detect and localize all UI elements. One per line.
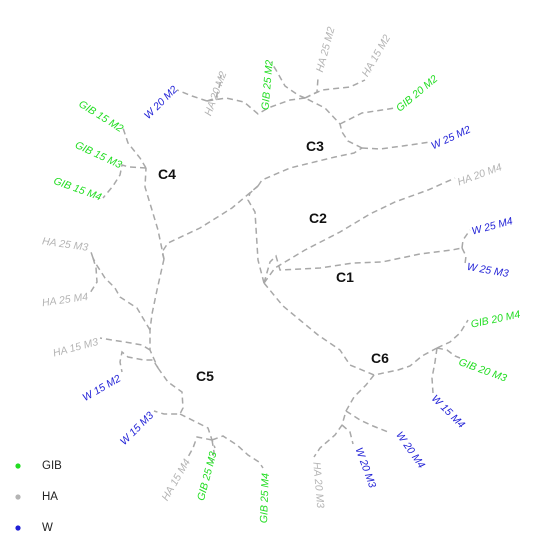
tree-branch-8 [304,77,319,99]
tree-branch-24 [211,435,264,469]
tree-branch-2 [257,147,363,187]
tip-labels: W 20 M2 HA 20 M2 GIB 25 M2 HA 25 M2 HA 15 M2… [41,26,521,524]
tree-branch-34 [431,347,438,394]
tree-branch-20 [99,337,151,351]
tree-branch-14 [122,127,147,169]
legend-label-w: W [42,522,53,534]
cluster-labels: C1 C2 C3 C4 C5 C6 [158,138,389,384]
tip-label-gib15m4: GIB 15 M4 [52,175,103,203]
tip-label-gib25m3: GIB 25 M3 [195,450,220,502]
tip-label-gib15m2: GIB 15 M2 [76,98,125,135]
tip-label-w20m4: W 20 M4 [393,429,427,470]
tip-label-ha20m4: HA 20 M4 [456,161,504,188]
tree-branch-25 [211,439,215,463]
tip-label-gib25m2: GIB 25 M2 [259,59,275,110]
tip-label-ha20m2: HA 20 M2 [202,70,229,118]
cluster-label-c4: C4 [158,166,176,182]
tree-branch-4 [206,97,306,115]
legend-marker-ha [15,494,21,500]
tree-branch-11 [361,141,431,150]
cluster-label-c5: C5 [196,368,214,384]
tip-label-gib20m3: GIB 20 M3 [457,356,508,384]
tip-label-ha25m4: HA 25 M4 [41,291,89,309]
tree-branch-17 [92,257,151,331]
tip-label-ha15m4: HA 15 M4 [159,457,193,503]
tree-branch-36 [345,410,389,433]
tree-branches [89,61,471,469]
tree-branch-16 [149,258,165,369]
tip-label-w20m3: W 20 M3 [353,446,379,490]
tree-branch-6 [206,74,222,102]
cluster-label-c1: C1 [336,269,354,285]
cluster-label-c2: C2 [309,210,327,226]
tree-branch-13 [144,167,165,260]
tree-branch-35 [313,374,375,458]
tip-label-ha25m3: HA 25 M3 [41,235,89,253]
legend-marker-gib [15,463,21,469]
tip-label-w15m3: W 15 M3 [118,409,156,447]
tip-label-w25m3: W 25 M3 [466,261,510,280]
tree-branch-22 [153,367,184,415]
cluster-label-c3: C3 [306,138,324,154]
tip-label-gib25m4: GIB 25 M4 [258,473,272,524]
legend-label-ha: HA [42,491,58,503]
tree-branch-33 [436,347,461,359]
tip-label-w25m2: W 25 M2 [429,124,472,153]
tree-branch-31 [263,282,438,376]
tip-label-gib20m2: GIB 20 M2 [394,73,440,115]
tree-branch-10 [339,107,396,125]
tree-branch-26 [187,436,213,458]
tip-label-ha15m2: HA 15 M2 [360,33,394,79]
tip-label-gib15m3: GIB 15 M3 [73,139,124,171]
tree-branch-12 [161,185,259,260]
tree-branch-37 [341,424,354,445]
cluster-label-c6: C6 [371,350,389,366]
tip-label-ha20m3: HA 20 M3 [310,461,326,508]
tree-branch-15 [102,164,147,199]
tree-branch-29 [461,229,471,249]
tree-branch-27 [263,177,456,284]
tip-label-w15m2: W 15 M2 [81,373,124,404]
tree-branch-32 [436,319,469,349]
tip-label-gib20m4: GIB 20 M4 [470,308,522,330]
tree-branch-18 [90,251,94,259]
legend-label-gib: GIB [42,460,62,472]
legend: GIB HA W [15,460,62,534]
tip-label-ha15m3: HA 15 M3 [52,336,100,360]
tree-branch-1 [247,185,265,284]
tip-label-ha25m2: HA 25 M2 [314,26,338,74]
tip-label-w20m2: W 20 M2 [142,83,180,121]
tree-branch-3 [304,97,363,149]
tree-branch-30 [461,247,467,265]
tree-branch-5 [176,89,208,102]
legend-marker-w [15,525,21,531]
tree-branch-9 [304,79,366,99]
tree-branch-28 [263,247,463,284]
tip-label-w25m4: W 25 M4 [470,215,514,238]
tree-branch-7 [270,61,306,99]
tree-branch-21 [119,350,159,373]
tip-label-w15m4: W 15 M4 [429,393,467,431]
tree-branch-23 [179,413,216,449]
tree-branch-19 [89,257,98,294]
